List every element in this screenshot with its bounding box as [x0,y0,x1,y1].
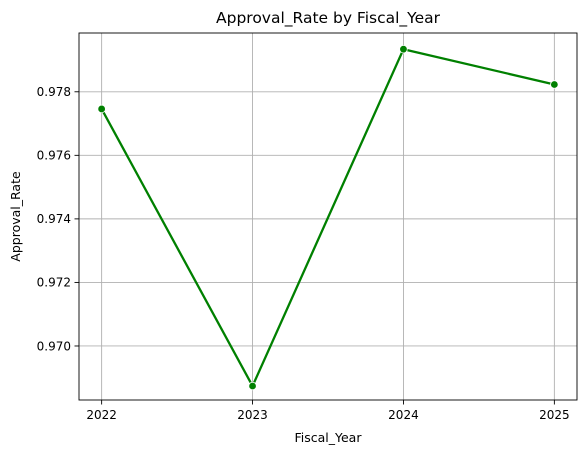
x-tick-label: 2022 [86,408,117,422]
series-line [100,48,556,388]
data-point [399,45,408,54]
y-axis-label: Approval_Rate [8,171,23,262]
x-axis-label: Fiscal_Year [295,430,363,445]
y-tick-label: 0.974 [37,212,71,226]
y-tick-label: 0.970 [37,339,71,353]
y-tick-label: 0.972 [37,276,71,290]
data-point [550,80,559,89]
y-tick-label: 0.978 [37,85,71,99]
x-tick-label: 2025 [539,408,570,422]
y-tick-label: 0.976 [37,149,71,163]
chart-title: Approval_Rate by Fiscal_Year [216,9,441,28]
series-layer [97,45,559,391]
x-tick-label: 2023 [237,408,268,422]
axis-ticks: 2022 2023 2024 2025 0.970 0.972 0.974 0.976 0.97… [37,85,570,422]
data-point [97,104,106,114]
data-point [248,381,257,391]
x-tick-label: 2024 [388,408,419,422]
plot-frame [78,32,578,401]
